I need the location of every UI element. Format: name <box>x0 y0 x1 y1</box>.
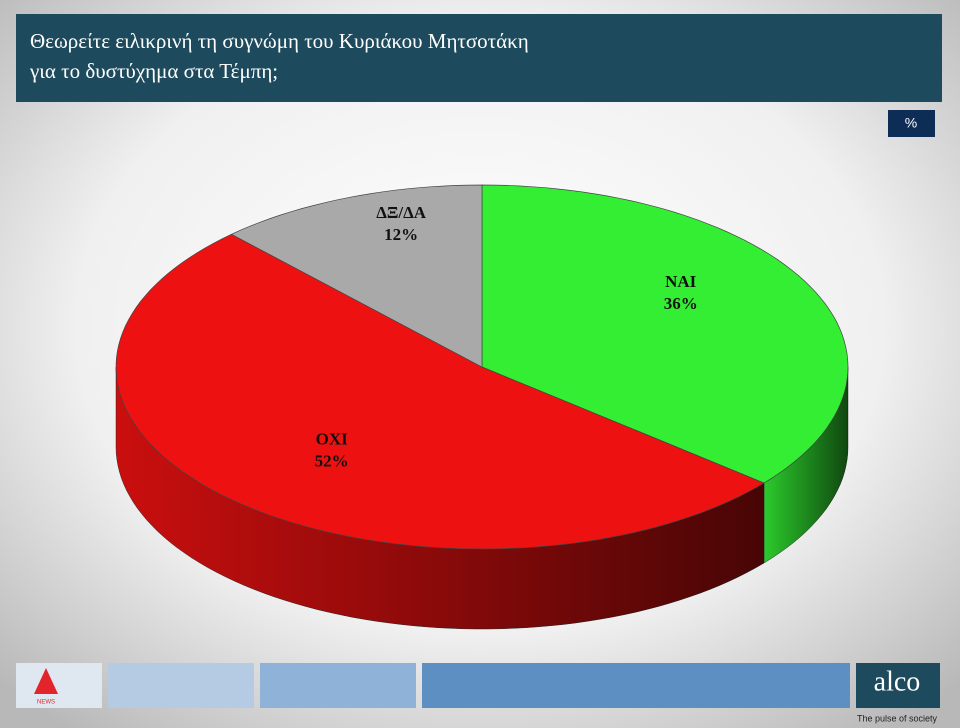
slice-side-shade <box>116 367 764 629</box>
footer-block <box>422 663 850 708</box>
footer-block <box>108 663 254 708</box>
pie: ΝΑΙ 36% ΟΧΙ 52% ΔΞ/ΔΑ 12% <box>115 184 849 630</box>
channel-label: NEWS <box>37 700 55 706</box>
slice <box>230 184 483 368</box>
slice-category: ΟΧΙ <box>316 429 349 448</box>
title-line: για το δυστύχημα στα Τέμπη; <box>29 59 278 83</box>
slice <box>115 233 765 550</box>
slice-category: ΔΞ/ΔΑ <box>376 203 427 222</box>
slice-side-shade <box>764 367 848 563</box>
slice-category: ΝΑΙ <box>665 272 697 291</box>
footer-block <box>16 663 102 708</box>
slice-value-label: 52% <box>315 451 349 470</box>
brand-tagline: The pulse of society <box>857 713 938 723</box>
brand-block <box>856 663 940 708</box>
slice-value-label: 36% <box>664 294 698 313</box>
slice <box>481 184 849 484</box>
slice-value-label: 12% <box>384 225 418 244</box>
brand-name: alco <box>874 666 921 697</box>
footer-block <box>260 663 416 708</box>
header-bar <box>16 14 942 102</box>
footer: NEWS alco The pulse of society <box>16 663 940 723</box>
unit-label: % <box>905 115 917 131</box>
title-line: Θεωρείτε ειλικρινή τη συγνώμη του Κυριάκ… <box>30 29 529 53</box>
unit-badge <box>888 110 935 137</box>
channel-logo <box>34 668 58 694</box>
